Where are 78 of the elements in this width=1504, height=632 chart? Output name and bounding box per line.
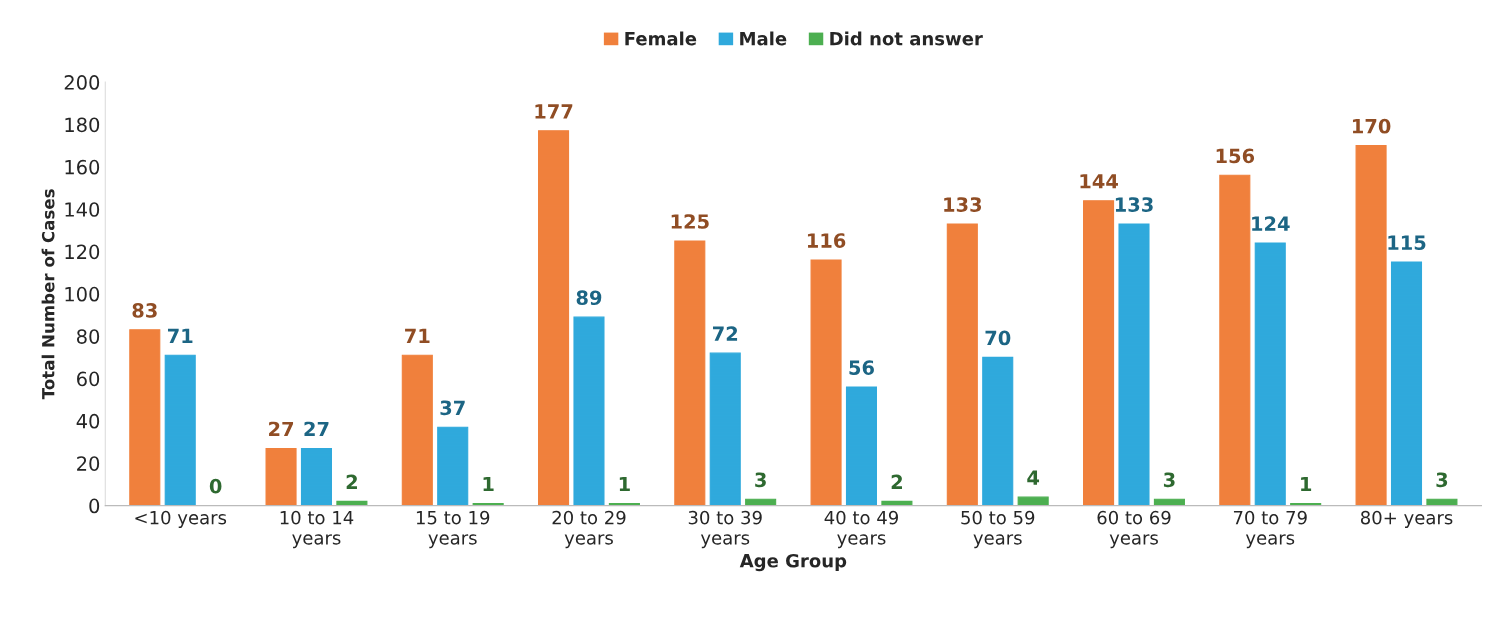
data-label: 71 xyxy=(167,328,193,343)
y-tick-label: 0 xyxy=(89,498,100,514)
bar xyxy=(573,316,605,506)
data-label: 125 xyxy=(671,214,709,229)
bar xyxy=(946,223,978,506)
bar xyxy=(538,130,570,506)
y-tick-label: 120 xyxy=(65,244,100,260)
data-label: 89 xyxy=(576,290,602,306)
bar xyxy=(164,354,196,506)
y-tick-label: 200 xyxy=(64,75,100,90)
data-label: 1 xyxy=(1301,476,1312,492)
y-tick-label: 60 xyxy=(77,371,100,387)
bar xyxy=(1355,145,1387,506)
bar xyxy=(1083,200,1115,506)
y-tick-label: 180 xyxy=(65,117,100,133)
data-label: 83 xyxy=(132,303,157,318)
data-label: 56 xyxy=(849,360,874,375)
bar xyxy=(810,259,842,506)
data-label: 27 xyxy=(269,421,294,437)
x-tick-label: 15 to 19 years xyxy=(416,510,490,549)
data-label: 144 xyxy=(1080,174,1118,189)
bar xyxy=(1017,496,1049,506)
bar xyxy=(709,352,741,506)
y-tick-label: 20 xyxy=(77,456,100,471)
data-label: 70 xyxy=(985,330,1011,346)
data-label: 71 xyxy=(405,328,430,343)
data-label: 72 xyxy=(713,326,738,341)
y-tick-label: 40 xyxy=(76,413,100,429)
x-tick-label: 40 to 49 years xyxy=(824,510,898,549)
x-tick-label: 50 to 59 years xyxy=(961,510,1035,549)
x-tick-label: 20 to 29 years xyxy=(552,510,626,549)
x-tick-label: 10 to 14 years xyxy=(280,510,354,549)
data-label: 27 xyxy=(304,421,329,437)
bar xyxy=(1254,242,1286,506)
data-label: 0 xyxy=(209,478,222,494)
bar xyxy=(401,354,433,506)
y-tick-label: 80 xyxy=(76,329,100,344)
data-label: 37 xyxy=(440,400,465,416)
bar xyxy=(1426,498,1458,506)
data-label: 177 xyxy=(535,104,573,119)
data-label: 2 xyxy=(891,474,902,489)
data-label: 1 xyxy=(483,476,494,492)
bar xyxy=(300,447,333,506)
bar xyxy=(1219,174,1251,506)
bar xyxy=(1390,261,1423,506)
x-axis-title: Age Group xyxy=(739,553,847,572)
x-tick-label: 70 to 79 years xyxy=(1233,510,1307,549)
bar xyxy=(674,240,706,506)
x-tick-label: 80+ years xyxy=(1360,510,1453,528)
bar xyxy=(1118,223,1150,506)
data-label: 4 xyxy=(1027,470,1040,485)
bar xyxy=(129,329,161,506)
data-label: 133 xyxy=(944,197,982,212)
legend-label: Male xyxy=(740,31,787,46)
data-label: 3 xyxy=(755,472,766,488)
legend-label: Did not answer xyxy=(830,31,983,46)
x-tick-label: 60 to 69 years xyxy=(1097,510,1171,549)
y-tick-label: 100 xyxy=(65,286,100,302)
data-label: 3 xyxy=(1163,472,1175,488)
bar xyxy=(845,386,878,506)
bar xyxy=(437,426,469,506)
bar xyxy=(265,447,297,506)
legend-label: Female xyxy=(625,31,697,46)
x-tick-label: <10 years xyxy=(135,510,227,528)
data-label: 1 xyxy=(619,476,630,492)
data-label: 170 xyxy=(1352,118,1391,134)
data-label: 124 xyxy=(1252,216,1290,231)
y-axis-title: Total Number of Cases xyxy=(41,189,55,400)
data-label: 156 xyxy=(1216,148,1255,164)
data-label: 133 xyxy=(1115,197,1153,212)
bar xyxy=(982,356,1014,506)
y-tick-label: 160 xyxy=(65,159,100,175)
data-label: 3 xyxy=(1436,472,1448,488)
data-label: 115 xyxy=(1388,235,1426,251)
y-tick-label: 140 xyxy=(65,202,100,217)
x-tick-label: 30 to 39 years xyxy=(688,510,762,549)
data-label: 2 xyxy=(346,474,357,489)
data-label: 116 xyxy=(807,233,846,248)
